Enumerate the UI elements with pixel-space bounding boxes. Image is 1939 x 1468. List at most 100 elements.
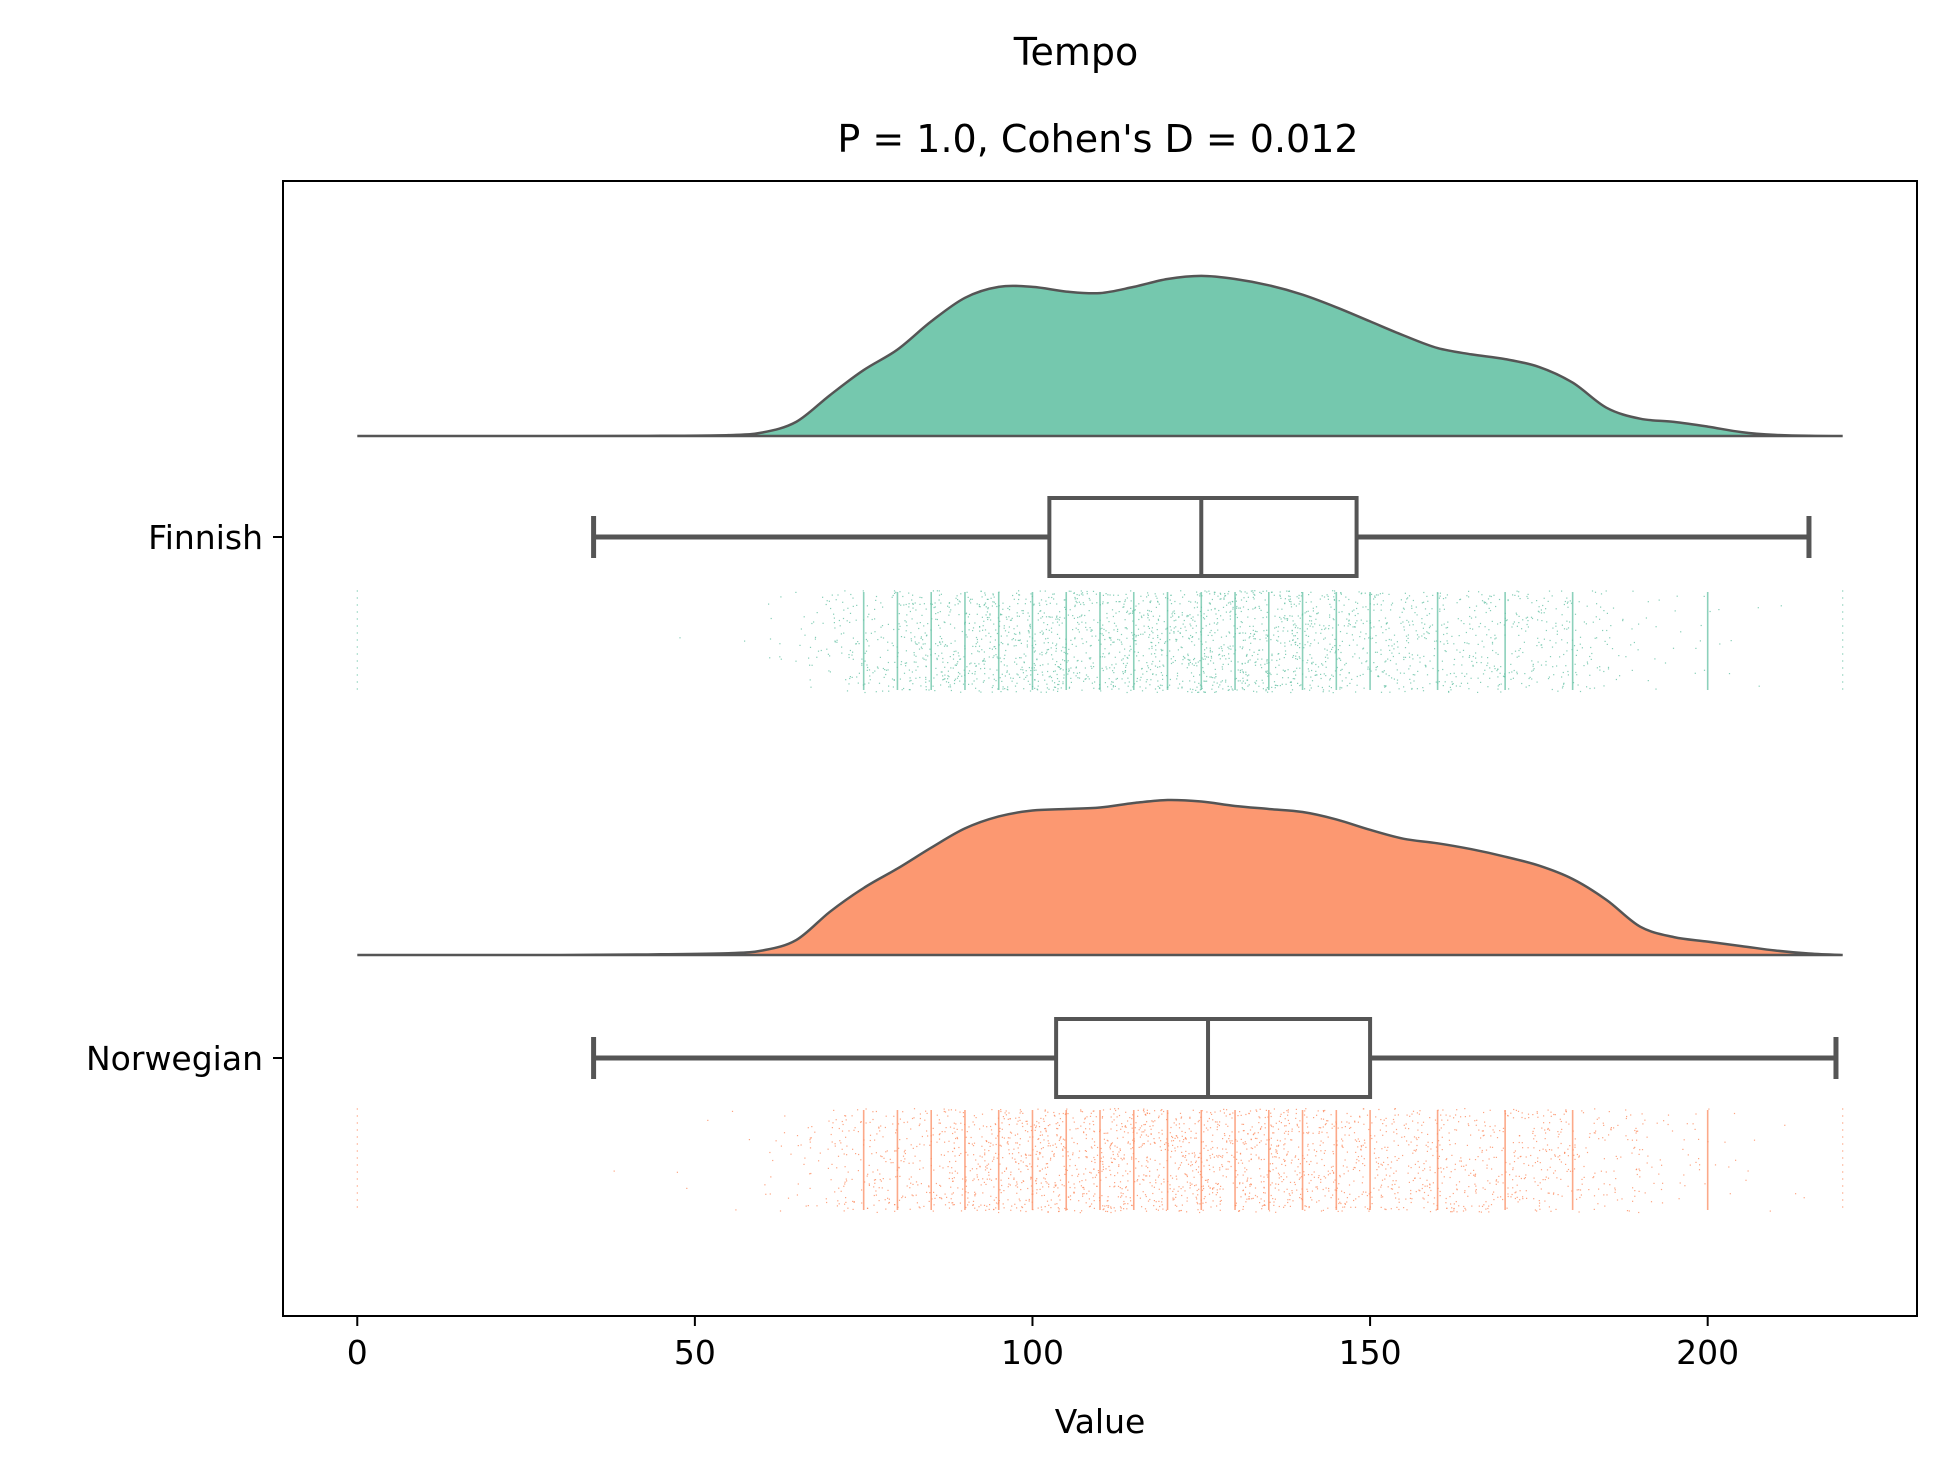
strip-point: [904, 1196, 906, 1198]
strip-point: [803, 616, 805, 618]
strip-point: [1229, 632, 1231, 634]
strip-point: [1380, 1196, 1382, 1198]
strip-point: [1260, 609, 1262, 611]
strip-point: [1658, 599, 1660, 601]
strip-point: [1047, 1166, 1049, 1168]
strip-point: [1126, 691, 1128, 694]
strip-point: [1039, 1134, 1041, 1136]
strip-point: [1273, 1132, 1275, 1134]
strip-point: [1068, 648, 1070, 650]
strip-point: [1045, 1131, 1047, 1133]
strip-point: [1051, 616, 1053, 618]
strip-point: [1243, 689, 1245, 691]
strip-point: [1237, 1115, 1239, 1117]
strip-point: [1109, 594, 1111, 596]
strip-point: [1088, 597, 1090, 600]
strip-point: [1544, 1179, 1546, 1181]
strip-point: [1129, 612, 1131, 614]
strip-point: [1474, 1175, 1476, 1177]
strip-point: [1001, 1172, 1003, 1174]
strip-point: [1296, 632, 1298, 634]
strip-point: [1216, 623, 1218, 625]
strip-point: [1263, 1158, 1265, 1160]
strip-point: [1206, 647, 1208, 649]
strip-point: [1098, 1172, 1100, 1174]
strip-point: [1478, 1129, 1480, 1131]
strip-point: [1368, 1128, 1370, 1131]
strip-point: [1036, 1189, 1038, 1191]
strip-point: [1245, 1113, 1247, 1116]
strip-point: [1250, 633, 1252, 635]
strip-point: [1064, 1113, 1066, 1115]
strip-point: [1074, 638, 1076, 640]
strip-point: [913, 661, 915, 663]
strip-point: [807, 1127, 809, 1129]
strip-point: [1212, 639, 1214, 641]
strip-point: [1489, 595, 1491, 597]
strip-point: [1563, 603, 1565, 606]
strip-point: [1386, 622, 1388, 624]
strip-point: [1041, 1195, 1043, 1197]
strip-point: [1115, 601, 1117, 603]
strip-point: [1481, 1130, 1483, 1132]
strip-point: [988, 656, 990, 658]
strip-point: [1149, 1143, 1152, 1145]
strip-point: [1364, 1164, 1366, 1167]
strip-point: [1487, 686, 1489, 688]
strip-point: [1114, 685, 1116, 687]
strip-point: [874, 618, 876, 620]
strip-point: [1147, 614, 1149, 616]
strip-point: [1676, 595, 1678, 597]
strip-point: [1235, 1176, 1237, 1178]
strip-point: [1201, 657, 1203, 659]
strip-point: [1013, 1178, 1015, 1180]
strip-point: [1633, 641, 1635, 644]
strip-point: [893, 679, 895, 681]
strip-point: [1217, 1183, 1219, 1185]
strip-point: [1209, 1187, 1211, 1189]
strip-point: [1631, 669, 1633, 671]
strip-point: [934, 606, 936, 608]
strip-point: [1218, 686, 1220, 688]
strip-point: [846, 1154, 848, 1156]
strip-point: [1348, 1134, 1350, 1136]
strip-point: [1266, 670, 1268, 672]
strip-point: [1095, 1116, 1097, 1118]
strip-point: [1342, 1146, 1344, 1148]
strip-point: [861, 1202, 863, 1204]
strip-point: [971, 683, 973, 685]
strip-point: [1258, 649, 1260, 651]
strip-point: [1206, 1111, 1208, 1113]
strip-point: [1359, 674, 1361, 677]
strip-point: [852, 651, 854, 653]
strip-point: [1331, 634, 1334, 636]
strip-point: [1005, 616, 1007, 618]
strip-point: [1141, 1206, 1143, 1208]
strip-point: [1174, 1162, 1176, 1164]
strip-point: [1064, 1139, 1066, 1141]
strip-point: [909, 677, 911, 679]
strip-point: [960, 1122, 962, 1124]
strip-point: [1404, 656, 1407, 658]
strip-point: [837, 1200, 839, 1202]
strip-point: [1196, 1189, 1198, 1192]
strip-point: [1022, 1125, 1024, 1128]
strip-point: [1112, 615, 1114, 618]
strip-point: [1198, 691, 1200, 693]
strip-point: [879, 1130, 881, 1132]
strip-point: [1242, 639, 1244, 641]
strip-point: [1247, 608, 1249, 611]
strip-point: [1105, 1132, 1107, 1134]
strip-point: [1107, 1132, 1109, 1134]
strip-point: [1398, 652, 1400, 654]
strip-point: [1600, 1170, 1602, 1172]
strip-point: [769, 1193, 771, 1195]
strip-point: [1646, 1162, 1648, 1164]
strip-point: [1266, 659, 1268, 661]
strip-point: [1061, 1184, 1063, 1186]
strip-point: [1434, 1172, 1436, 1174]
strip-point: [1442, 668, 1444, 671]
strip-point: [1190, 672, 1193, 674]
strip-point: [1161, 1133, 1163, 1135]
strip-point: [1060, 663, 1062, 665]
